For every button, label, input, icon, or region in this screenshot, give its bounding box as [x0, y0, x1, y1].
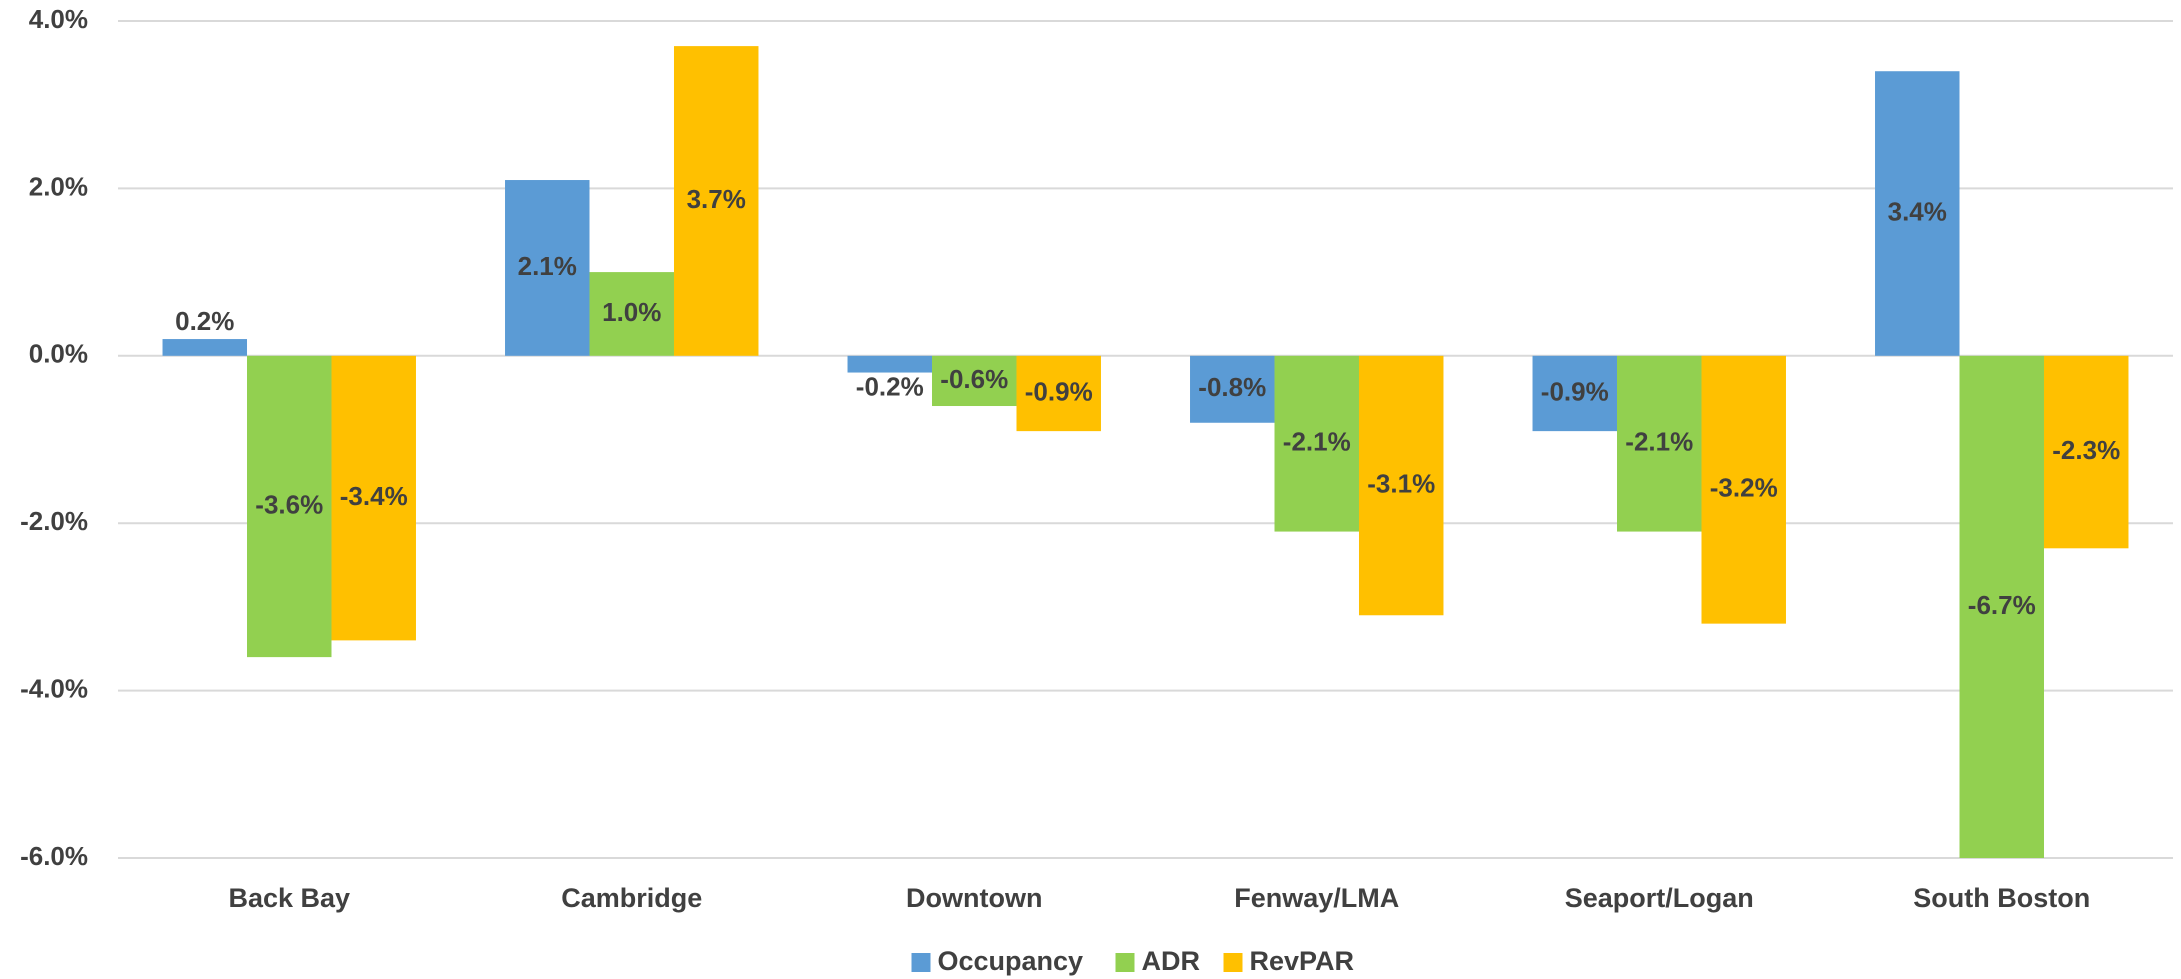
bar: [589, 272, 674, 356]
y-tick-label: 2.0%: [29, 171, 88, 201]
bar: [1617, 355, 1702, 532]
value-label: -0.9%: [1541, 376, 1609, 406]
bar: [331, 355, 416, 641]
x-tick-label: Back Bay: [228, 883, 350, 913]
value-label: 2.1%: [518, 251, 577, 281]
value-label: -6.7%: [1968, 590, 2036, 620]
x-tick-label: Cambridge: [561, 883, 702, 913]
bar: [247, 355, 332, 658]
value-label: -0.9%: [1025, 376, 1093, 406]
legend-swatch: [1115, 953, 1135, 972]
bar: [505, 180, 590, 356]
value-label: -3.6%: [255, 489, 323, 519]
x-tick-label: South Boston: [1913, 883, 2090, 913]
value-label: -2.3%: [2052, 435, 2120, 465]
value-label: -0.6%: [940, 364, 1008, 394]
value-label: 1.0%: [602, 297, 661, 327]
x-tick-label: Downtown: [906, 883, 1042, 913]
y-tick-label: -4.0%: [20, 673, 88, 703]
value-label: -0.2%: [856, 371, 924, 401]
value-label: 3.4%: [1888, 196, 1947, 226]
bar: [673, 46, 759, 356]
value-label: -2.1%: [1625, 427, 1693, 457]
bars: [162, 46, 2129, 858]
legend-label: Occupancy: [938, 946, 1084, 976]
y-tick-label: 4.0%: [29, 4, 88, 34]
legend-label: RevPAR: [1250, 946, 1355, 976]
value-label: 0.2%: [175, 306, 234, 336]
bar: [1959, 355, 2044, 858]
legend-label: ADR: [1142, 946, 1201, 976]
bar: [162, 339, 248, 356]
bar: [1532, 355, 1618, 432]
y-tick-label: -6.0%: [20, 841, 88, 871]
x-tick-label: Seaport/Logan: [1565, 883, 1754, 913]
value-label: 3.7%: [687, 184, 746, 214]
labels: -6.0% -4.0% -2.0% 0.0% 2.0% 4.0% Back Bay 0.2% -…: [20, 4, 2120, 976]
value-label: -3.1%: [1367, 468, 1435, 498]
value-label: -0.8%: [1198, 372, 1266, 402]
value-label: -2.1%: [1283, 427, 1351, 457]
bar: [1358, 355, 1444, 616]
grid: [118, 20, 2173, 859]
bar: [1875, 71, 1960, 356]
y-tick-label: 0.0%: [29, 339, 88, 369]
value-label: -3.2%: [1710, 473, 1778, 503]
bar: [932, 355, 1017, 407]
bar: [1016, 355, 1101, 432]
bar: [1190, 355, 1275, 423]
bar: [1701, 355, 1786, 624]
x-tick-label: Fenway/LMA: [1234, 883, 1399, 913]
bar: [2043, 355, 2129, 549]
bar: [1274, 355, 1359, 532]
bar: [847, 355, 933, 373]
legend-swatch: [1223, 953, 1243, 972]
value-label: -3.4%: [340, 481, 408, 511]
y-tick-label: -2.0%: [20, 506, 88, 536]
legend-swatch: [911, 953, 931, 972]
